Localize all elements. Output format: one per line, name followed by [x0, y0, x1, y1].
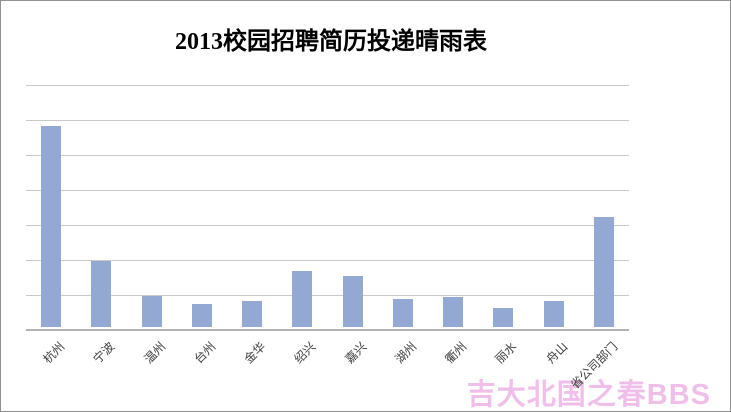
x-axis-line [26, 329, 629, 331]
bar-省公司部门 [593, 216, 614, 327]
bar-湖州 [392, 299, 413, 327]
bar-衢州 [443, 297, 464, 327]
x-axis-label: 台州 [191, 339, 219, 367]
x-axis-label: 舟山 [543, 339, 570, 367]
bar-嘉兴 [342, 276, 363, 327]
bar-温州 [141, 295, 162, 327]
x-axis-label: 杭州 [40, 339, 68, 367]
bar-舟山 [543, 300, 564, 327]
x-axis-label: 金华 [241, 339, 269, 367]
gridline [26, 84, 629, 86]
bar-台州 [191, 304, 212, 327]
x-axis-label: 丽水 [492, 339, 520, 367]
bar-杭州 [41, 126, 62, 327]
x-axis-label: 宁波 [90, 339, 118, 367]
chart-title: 2013校园招聘简历投递晴雨表 [175, 29, 487, 55]
x-axis-label: 嘉兴 [342, 339, 369, 367]
x-axis-label: 衢州 [442, 339, 470, 367]
gridline [26, 259, 629, 261]
gridline [26, 189, 629, 191]
gridline [26, 119, 629, 121]
gridline [26, 154, 629, 156]
x-axis-label: 绍兴 [291, 339, 319, 367]
bar-绍兴 [292, 271, 313, 327]
bar-丽水 [493, 307, 514, 327]
gridline [26, 224, 629, 226]
bar-金华 [242, 300, 263, 327]
x-axis-label: 温州 [141, 339, 168, 367]
bar-宁波 [91, 260, 112, 327]
gridline [26, 294, 629, 296]
x-axis-label: 湖州 [392, 339, 420, 367]
watermark-text: 吉大北国之春BBS [466, 379, 711, 411]
